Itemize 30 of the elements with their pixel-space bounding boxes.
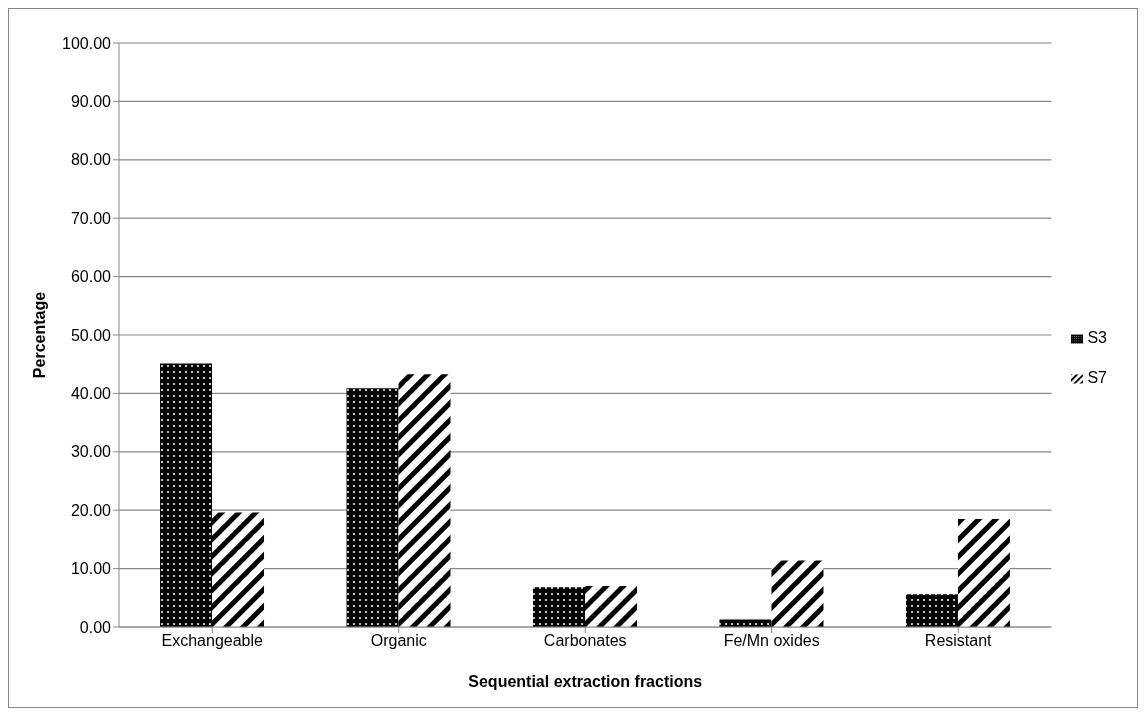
bar bbox=[905, 594, 958, 627]
y-tick-label: 0.00 bbox=[79, 618, 112, 636]
bar bbox=[957, 518, 1010, 627]
y-tick-label: 20.00 bbox=[70, 501, 112, 519]
bar bbox=[585, 586, 637, 627]
x-tick-label: Exchangeable bbox=[161, 632, 264, 650]
x-axis-title: Sequential extraction fractions bbox=[468, 673, 703, 690]
y-tick-label: 50.00 bbox=[70, 326, 112, 344]
y-tick-label: 60.00 bbox=[70, 268, 112, 286]
legend-label: S3 bbox=[1087, 329, 1107, 346]
legend-label: S7 bbox=[1087, 369, 1107, 386]
y-tick-label: 10.00 bbox=[70, 560, 112, 578]
y-tick-label: 100.00 bbox=[62, 34, 112, 52]
x-tick-label: Fe/Mn oxides bbox=[723, 632, 820, 650]
bar bbox=[771, 560, 824, 627]
y-tick-label: 70.00 bbox=[70, 209, 112, 227]
y-tick-label: 30.00 bbox=[70, 443, 112, 461]
x-tick-label: Organic bbox=[370, 632, 427, 650]
x-tick-label: Resistant bbox=[924, 632, 993, 650]
x-tick-label: Carbonates bbox=[543, 632, 627, 650]
bar bbox=[398, 374, 451, 627]
y-tick-label: 90.00 bbox=[70, 93, 112, 111]
bar bbox=[533, 587, 585, 627]
y-tick-label: 80.00 bbox=[70, 151, 112, 169]
bar bbox=[346, 388, 399, 627]
y-axis-title: Percentage bbox=[30, 291, 48, 379]
bar bbox=[719, 619, 772, 627]
bar bbox=[212, 512, 265, 627]
bar bbox=[160, 363, 213, 627]
y-tick-label: 40.00 bbox=[70, 385, 112, 403]
